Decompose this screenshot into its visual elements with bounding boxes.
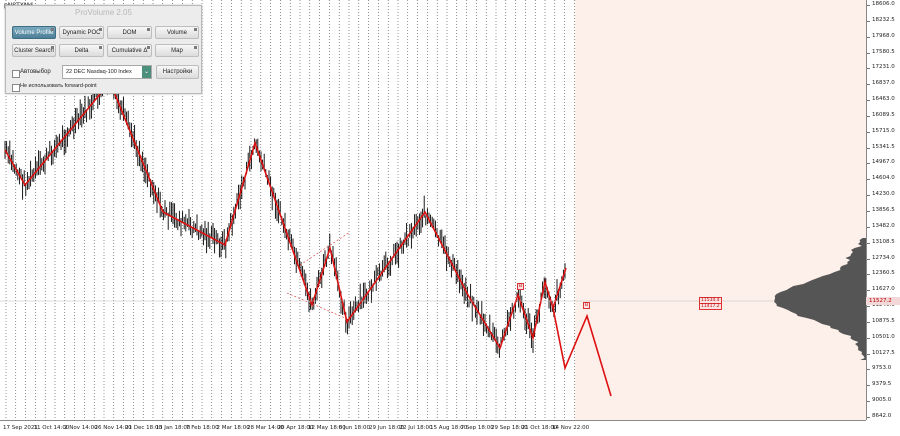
time-tick-label: 13 Jan 18:00 — [155, 425, 191, 431]
price-tick-label: 17231.0 — [867, 64, 895, 71]
corner-icon — [51, 46, 54, 49]
time-tick-label: 7 Feb 18:00 — [186, 425, 219, 431]
button-label: Delta — [74, 48, 89, 54]
price-tick-label: 14604.0 — [867, 175, 895, 182]
price-tick-label: 10501.0 — [867, 333, 895, 340]
current-price-marker: 11527.2 — [866, 297, 900, 305]
price-axis[interactable]: 18606.0 18232.5 17968.0 17580.5 17231.0 16837… — [866, 0, 900, 420]
button-label: Dynamic POC — [62, 30, 101, 36]
price-tick-label: 11249.0 — [867, 302, 895, 309]
map-button[interactable]: Map — [155, 44, 199, 57]
time-tick-label: 21 Oct 18:00 — [521, 425, 558, 431]
corner-icon — [147, 28, 150, 31]
price-tick-label: 8642.0 — [866, 413, 892, 419]
price-tick-label: 14230.0 — [867, 191, 895, 198]
settings-button[interactable]: Настройки — [156, 65, 199, 79]
profile-level-label: 11417.2 — [699, 303, 722, 310]
price-tick-label: 9005.0 — [866, 397, 892, 404]
dom-button[interactable]: DOM — [107, 26, 152, 39]
auto-select-checkbox[interactable] — [12, 70, 20, 78]
price-tick-label: 13482.0 — [867, 222, 895, 229]
price-tick-label: 15715.0 — [867, 127, 895, 134]
time-tick-label: 12 May 18:00 — [308, 425, 346, 431]
wave-label: B — [583, 302, 591, 309]
corner-icon — [99, 28, 102, 31]
future-zone — [575, 0, 866, 420]
price-tick-label: 14967.0 — [867, 159, 895, 166]
price-tick-label: 10127.5 — [867, 349, 895, 356]
button-label: Cumulative Δ — [111, 48, 148, 54]
time-tick-label: 14 Nov 22:00 — [552, 425, 590, 431]
time-tick-label: 7 Sep 18:00 — [460, 425, 494, 431]
price-tick-label: 17580.5 — [867, 48, 895, 55]
price-tick-label: 11627.0 — [867, 286, 895, 293]
price-tick-label: 16089.5 — [867, 111, 895, 118]
time-tick-label: 29 Sep 18:00 — [491, 425, 528, 431]
time-tick-label: 26 Nov 14:00 — [94, 425, 132, 431]
time-tick-label: 11 Oct 14:00 — [33, 425, 70, 431]
panel-title: ProVolume 2.05 — [75, 8, 132, 17]
corner-icon — [194, 28, 197, 31]
symbol-select[interactable]: 22 DEC Nasdaq-100 Index ⌄ — [62, 65, 152, 79]
price-tick-label: 15341.5 — [867, 143, 895, 150]
time-tick-label: 29 Jun 18:00 — [369, 425, 404, 431]
button-label: Volume — [166, 30, 187, 36]
time-tick-label: 6 Jun 18:00 — [338, 425, 370, 431]
corner-icon — [194, 46, 197, 49]
time-tick-label: 21 Dec 18:00 — [125, 425, 162, 431]
button-label: Cluster Search — [14, 48, 54, 54]
price-tick-label: 9379.5 — [866, 381, 892, 388]
time-tick-label: 15 Aug 18:00 — [430, 425, 468, 431]
volume-button[interactable]: Volume — [155, 26, 199, 39]
provolume-panel: ProVolume 2.05 Volume Profile Dynamic PO… — [5, 5, 202, 94]
corner-icon — [99, 46, 102, 49]
zigzag-line — [4, 80, 567, 350]
forward-point-label: Не использовать forward-point — [20, 83, 97, 89]
price-tick-label: 13108.5 — [867, 238, 895, 245]
corner-icon — [51, 28, 54, 31]
time-axis[interactable]: 17 Sep 2021 11 Oct 14:00 2 Nov 14:00 26 Nov… — [0, 420, 866, 436]
price-tick-label: 16463.0 — [867, 96, 895, 103]
price-tick-label: 17968.0 — [867, 32, 895, 39]
price-tick-label: 12734.0 — [867, 254, 895, 261]
price-tick-label: 16837.0 — [867, 80, 895, 87]
dynamic-poc-button[interactable]: Dynamic POC — [59, 26, 104, 39]
channel-line-lower — [286, 292, 346, 319]
price-tick-label: 9753.0 — [866, 365, 892, 372]
price-tick-label: 18606.0 — [867, 1, 895, 7]
button-label: Map — [171, 48, 183, 54]
time-tick-label: 17 Sep 2021 — [3, 425, 38, 431]
button-label: Настройки — [162, 69, 193, 75]
time-tick-label: 28 Mar 14:00 — [247, 425, 284, 431]
price-tick-label: 12360.5 — [867, 270, 895, 277]
time-tick-label: 20 Apr 18:00 — [277, 425, 314, 431]
cluster-search-button[interactable]: Cluster Search — [12, 44, 56, 57]
chart-canvas[interactable] — [0, 0, 866, 420]
auto-select-label: Автовыбор — [20, 69, 51, 75]
price-tick-label: 10875.5 — [867, 317, 895, 324]
volume-profile-histogram — [774, 238, 866, 360]
button-label: DOM — [122, 30, 137, 36]
time-tick-label: 2 Mar 18:00 — [216, 425, 250, 431]
price-tick-label: 13856.5 — [867, 207, 895, 213]
wave-label: B — [517, 283, 525, 290]
corner-icon — [147, 46, 150, 49]
delta-button[interactable]: Delta — [59, 44, 104, 57]
forward-point-checkbox[interactable] — [12, 84, 20, 92]
symbol-select-value: 22 DEC Nasdaq-100 Index — [66, 69, 132, 75]
chevron-down-icon[interactable]: ⌄ — [142, 66, 151, 78]
time-tick-label: 22 Jul 18:00 — [399, 425, 433, 431]
price-chart[interactable]: pNSTXMd B B 11534.4 11417.2 — [0, 0, 866, 420]
button-label: Volume Profile — [14, 30, 54, 36]
time-tick-label: 2 Nov 14:00 — [64, 425, 98, 431]
volume-profile-button[interactable]: Volume Profile — [12, 26, 56, 39]
price-tick-label: 18232.5 — [867, 16, 895, 23]
channel-line-upper — [299, 231, 351, 266]
cumulative-delta-button[interactable]: Cumulative Δ — [107, 44, 152, 57]
forecast-path — [552, 307, 612, 397]
